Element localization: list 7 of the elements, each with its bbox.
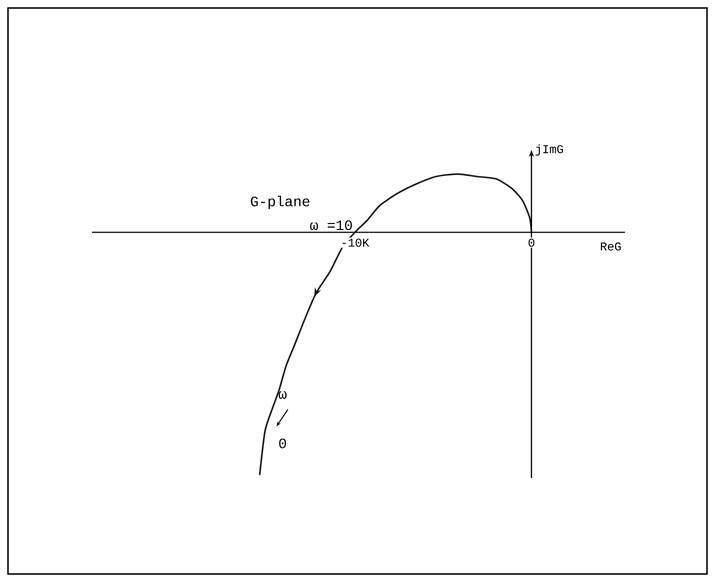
annotation: ω =10 [310,220,352,230]
x-tick-label: -10K [342,238,370,247]
text: G-plane [250,196,310,210]
x-axis-title: ReG [600,242,621,250]
annotation: ω [278,390,287,399]
y-axis-title: jImG [536,144,563,156]
annotation: 0 [279,438,286,448]
